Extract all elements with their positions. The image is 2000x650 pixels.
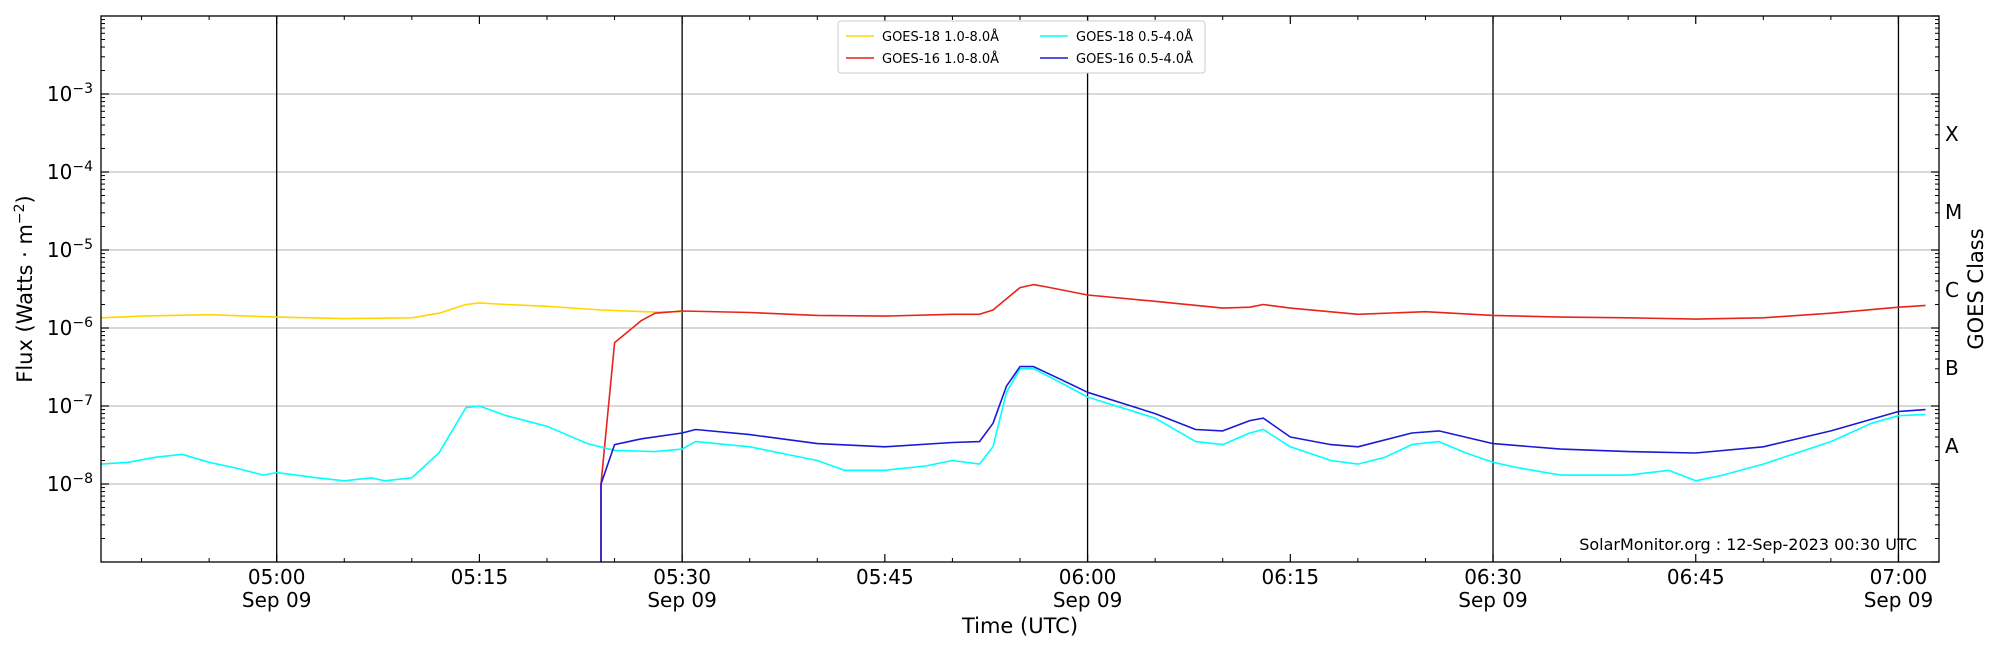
x-tick-label: 05:15 [451,565,509,589]
legend-box [837,20,1206,74]
y-tick-label-base: 10 [47,316,72,340]
series-line [101,302,683,320]
goes-class-axis-title: GOES Class [1964,228,1988,349]
grid-lines [101,93,1939,485]
y-tick-label: 10−7 [47,393,93,418]
y-axis-title-main: Flux (Watts · m [13,224,37,383]
axis-ticks [101,15,1939,563]
series-line [600,365,1926,562]
series-line [600,283,1926,562]
x-tick-label: 06:30 [1464,565,1522,589]
y-tick-label: 10−8 [47,471,93,496]
y-axis-title: Flux (Watts · m−2) [12,195,37,383]
x-axis-title: Time (UTC) [961,614,1078,638]
y-axis-title-close: ) [13,195,37,203]
x-tick-label: 06:15 [1261,565,1319,589]
legend-entry-label: GOES-16 1.0-8.0Å [882,51,999,67]
x-tick-sublabel: Sep 09 [1864,588,1934,612]
major-time-lines [276,16,1900,562]
y-tick-label-base: 10 [47,472,72,496]
x-tick-label: 06:45 [1667,565,1725,589]
y-tick-label-base: 10 [47,238,72,262]
x-tick-sublabel: Sep 09 [1458,588,1528,612]
y-tick-label-base: 10 [47,82,72,106]
y-tick-label-base: 10 [47,394,72,418]
y-tick-label: 10−6 [47,315,93,340]
goes-class-label: X [1945,122,1959,146]
y-tick-label-exponent: −8 [72,471,93,487]
x-tick-sublabel: Sep 09 [242,588,312,612]
y-tick-label-exponent: −4 [72,159,93,175]
y-tick-label-exponent: −5 [72,237,93,253]
goes-class-label: M [1945,200,1962,224]
legend-entry-label: GOES-16 0.5-4.0Å [1076,51,1193,67]
x-tick-sublabel: Sep 09 [647,588,717,612]
goes-class-label: B [1945,356,1959,380]
y-tick-label: 10−4 [47,159,93,184]
y-tick-label-exponent: −6 [72,315,93,331]
y-axis-title-sup: −2 [12,203,28,224]
y-tick-label-base: 10 [47,160,72,184]
x-tick-sublabel: Sep 09 [1053,588,1123,612]
legend: GOES-18 1.0-8.0Å GOES-16 1.0-8.0Å GOES-18 … [837,20,1206,74]
goes-class-label: C [1945,278,1959,302]
x-tick-label: 05:45 [856,565,914,589]
y-tick-label-exponent: −3 [72,81,93,97]
y-tick-label: 10−3 [47,81,93,106]
legend-entry-label: GOES-18 0.5-4.0Å [1076,29,1193,45]
flux-series [101,283,1926,562]
goes-class-label: A [1945,434,1959,458]
y-tick-label: 10−5 [47,237,93,262]
series-line [101,367,1926,482]
x-tick-label: 05:30 [653,565,711,589]
x-tick-label: 05:00 [248,565,306,589]
legend-entry-label: GOES-18 1.0-8.0Å [882,29,999,45]
x-tick-label: 06:00 [1059,565,1117,589]
credit-text: SolarMonitor.org : 12-Sep-2023 00:30 UTC [1579,535,1917,554]
y-tick-label-exponent: −7 [72,393,93,409]
x-tick-label: 07:00 [1870,565,1928,589]
